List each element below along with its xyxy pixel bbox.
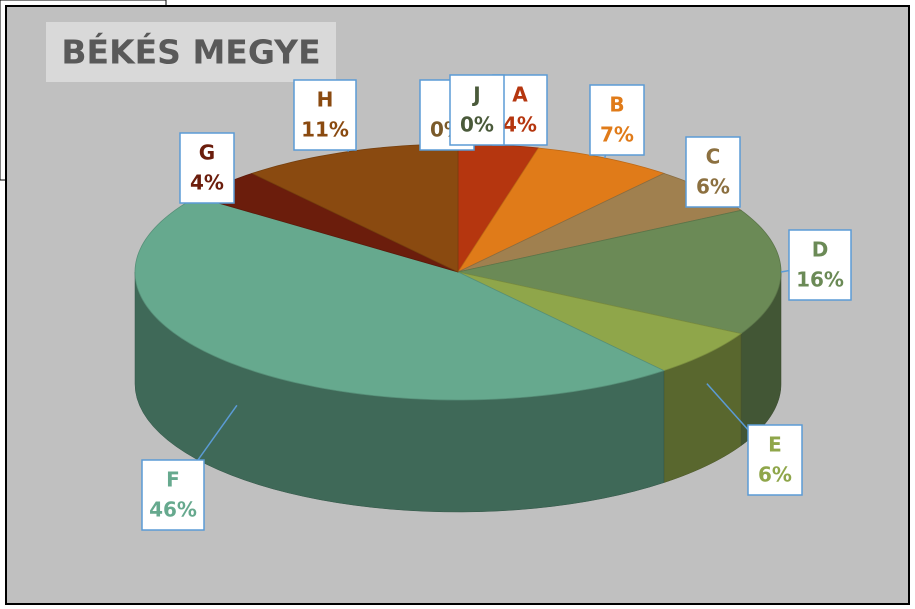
callout-box — [293, 79, 357, 151]
slice — [134, 196, 665, 401]
callout-box — [179, 132, 235, 204]
data-labels: A4%B7%C6%D16%E6%F46%G4%H11% 0%J0% — [141, 74, 852, 531]
category-label: B — [609, 93, 624, 117]
callout-box — [141, 459, 205, 531]
value-label: 11% — [301, 118, 349, 142]
category-label: D — [812, 238, 829, 262]
category-label: F — [166, 468, 180, 492]
pie-tops — [134, 143, 782, 401]
value-label: 4% — [190, 171, 224, 195]
callout-box — [788, 229, 852, 301]
value-label: 46% — [149, 498, 197, 522]
value-label: 6% — [758, 463, 792, 487]
value-label: 16% — [796, 268, 844, 292]
slice — [457, 209, 782, 335]
slice — [457, 271, 743, 372]
callout-box — [449, 74, 505, 146]
title-box — [46, 22, 336, 82]
value-label: 0% — [460, 113, 494, 137]
category-label: C — [706, 145, 721, 169]
value-label: 6% — [696, 175, 730, 199]
value-label: 4% — [503, 113, 537, 137]
callout-box — [589, 84, 645, 156]
category-label: J — [471, 83, 480, 107]
category-label: A — [512, 83, 528, 107]
callout-box — [685, 136, 741, 208]
category-label: G — [199, 141, 215, 165]
chart-title: BÉKÉS MEGYE — [61, 32, 320, 72]
value-label: 7% — [600, 123, 634, 147]
category-label: E — [768, 433, 782, 457]
category-label: H — [317, 88, 334, 112]
callout-box — [747, 424, 803, 496]
